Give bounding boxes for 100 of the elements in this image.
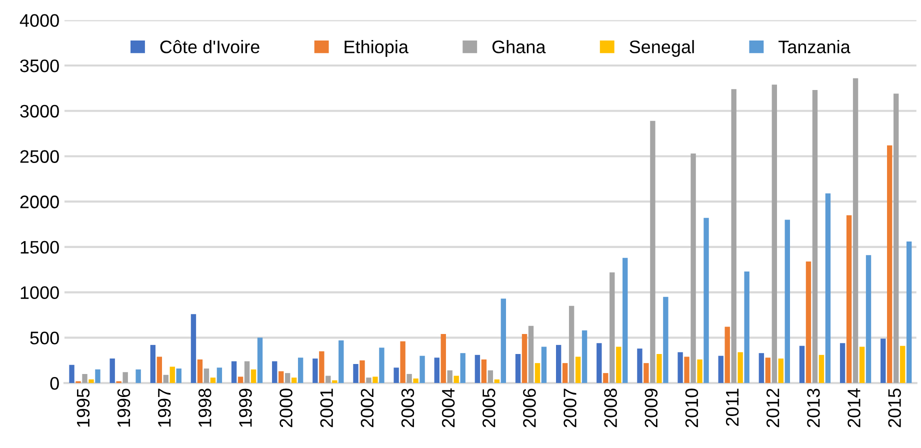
- bar: [650, 120, 656, 384]
- bar: [812, 90, 818, 384]
- bar: [481, 359, 487, 384]
- legend-label: Tanzania: [778, 40, 850, 54]
- bar: [244, 361, 250, 384]
- bar: [82, 374, 88, 384]
- bar: [515, 354, 521, 384]
- x-tick-label: 2010: [685, 388, 698, 428]
- bar: [684, 356, 690, 384]
- bar: [326, 376, 331, 384]
- bar: [494, 379, 500, 384]
- x-tick-label: 1995: [76, 388, 90, 427]
- x-tick-label: 2012: [766, 388, 780, 428]
- bar: [216, 368, 222, 384]
- bar: [379, 348, 384, 384]
- legend-label: Côte d'Ivoire: [160, 40, 260, 54]
- bar: [541, 346, 547, 384]
- legend-label: Ghana: [492, 40, 546, 54]
- bar: [859, 346, 865, 384]
- bar: [616, 346, 622, 384]
- bar: [799, 346, 805, 384]
- bar: [894, 94, 899, 384]
- bar: [474, 354, 480, 384]
- bar: [150, 344, 156, 384]
- bar: [400, 341, 406, 384]
- bar: [176, 368, 182, 384]
- bar: [522, 334, 528, 384]
- bar: [406, 374, 412, 384]
- bar: [440, 334, 446, 384]
- bar: [724, 326, 730, 384]
- x-tick-label: 2004: [442, 388, 455, 428]
- bar: [298, 358, 304, 384]
- bar: [488, 370, 494, 384]
- bar: [846, 215, 852, 384]
- x-tick-label: 2014: [848, 388, 860, 428]
- bar: [575, 356, 581, 384]
- x-tick-label: 2000: [280, 388, 292, 428]
- bar: [866, 255, 872, 384]
- bar: [88, 379, 94, 384]
- bar: [906, 242, 912, 384]
- bar: [136, 369, 141, 384]
- bar: [460, 353, 466, 384]
- bar: [420, 356, 425, 384]
- bar: [622, 258, 628, 384]
- bar: [744, 271, 750, 384]
- bar: [413, 378, 418, 384]
- bar: [197, 359, 203, 384]
- bar: [500, 298, 506, 384]
- bar: [656, 354, 662, 384]
- bar: [880, 338, 886, 384]
- bar: [806, 261, 812, 384]
- bar: [238, 376, 244, 384]
- x-tick-label: 1996: [117, 388, 130, 427]
- legend-label: Senegal: [630, 40, 694, 57]
- bar: [772, 84, 778, 384]
- bar: [156, 356, 162, 384]
- bar: [434, 358, 440, 384]
- bar: [534, 363, 540, 384]
- bar: [272, 361, 278, 384]
- bar: [291, 378, 297, 384]
- y-tick-label: 2500: [20, 150, 59, 163]
- y-tick-label: 1000: [20, 286, 59, 300]
- bar: [678, 352, 683, 384]
- x-tick-label: 1997: [158, 388, 171, 427]
- x-tick-label: 1998: [198, 388, 212, 427]
- y-tick-label: 0: [50, 376, 59, 390]
- bar: [319, 351, 324, 384]
- bar: [690, 154, 696, 384]
- bar: [562, 363, 568, 384]
- bar: [637, 348, 642, 384]
- bar: [738, 352, 743, 384]
- bar: [394, 368, 399, 384]
- bar: [170, 366, 175, 384]
- bar: [257, 338, 263, 384]
- y-tick-label: 2000: [20, 196, 59, 208]
- x-tick-label: 2013: [807, 388, 820, 428]
- bar: [353, 364, 358, 384]
- bar: [778, 358, 784, 384]
- x-tick-label: 2001: [320, 388, 334, 428]
- bar: [250, 369, 256, 384]
- bar: [718, 356, 724, 384]
- bar: [758, 353, 764, 384]
- bar: [284, 373, 290, 384]
- bar: [372, 376, 378, 384]
- x-tick-label: 2002: [360, 388, 374, 428]
- bar: [731, 89, 736, 384]
- bar: [556, 344, 562, 384]
- bar: [69, 364, 74, 384]
- bar: [190, 314, 196, 384]
- bar: [110, 358, 115, 384]
- y-tick-label: 1500: [20, 240, 59, 254]
- bar: [704, 218, 709, 384]
- x-tick-label: 1999: [239, 388, 252, 427]
- bar: [163, 374, 168, 384]
- legend-label: Ethiopia: [344, 40, 408, 57]
- bar: [765, 358, 771, 384]
- bar: [204, 368, 210, 384]
- bar: [784, 220, 790, 384]
- x-tick-label: 2005: [482, 388, 496, 428]
- bar: [825, 193, 831, 384]
